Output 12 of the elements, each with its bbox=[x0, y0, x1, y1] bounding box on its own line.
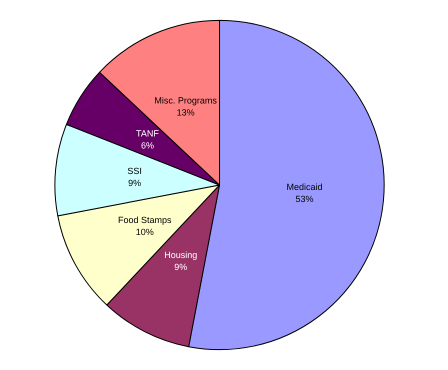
data-label: 9% bbox=[128, 178, 142, 188]
data-label: 13% bbox=[176, 108, 195, 118]
slice-label: Housing bbox=[164, 250, 198, 260]
slice-label: Medicaid bbox=[286, 182, 322, 192]
data-label: 6% bbox=[140, 140, 154, 150]
slice-label: Food Stamps bbox=[118, 215, 172, 226]
data-label: 9% bbox=[174, 262, 188, 272]
slice-label: Misc. Programs bbox=[154, 96, 218, 106]
data-label: 10% bbox=[136, 227, 154, 238]
slice-label: TANF bbox=[136, 128, 160, 138]
data-label: 53% bbox=[295, 194, 314, 204]
slice-label: SSI bbox=[127, 166, 142, 176]
